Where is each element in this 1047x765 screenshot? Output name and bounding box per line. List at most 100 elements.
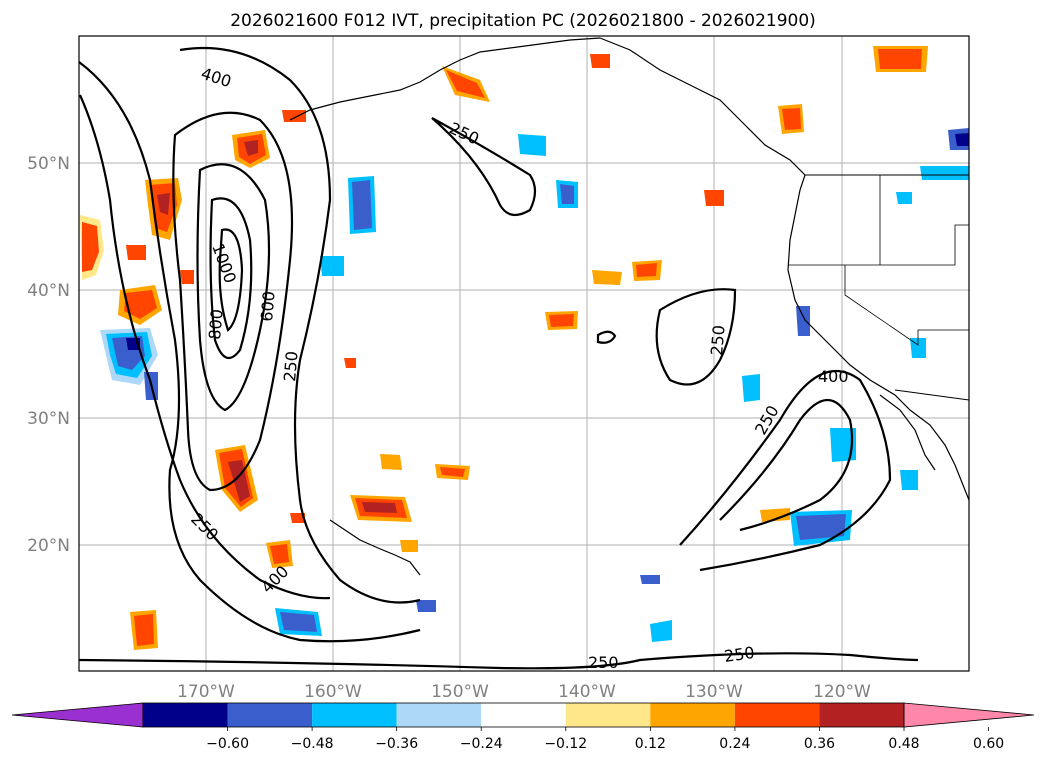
colorbar: −0.60 −0.48 −0.36 −0.24 −0.12 0.12 0.24 0.36 0.4… xyxy=(11,702,1035,752)
colorbar-cells xyxy=(11,702,1035,728)
ivt-contour-800 xyxy=(209,197,253,360)
precip-area xyxy=(742,374,760,402)
colorbar-outline xyxy=(142,702,905,728)
coastlines xyxy=(289,37,970,576)
ivt-contour-600 xyxy=(196,163,271,412)
lon-label: 130°W xyxy=(685,682,743,702)
ivt-contours xyxy=(78,46,919,670)
lon-label: 160°W xyxy=(304,682,362,702)
contour-label: 250 xyxy=(707,324,729,356)
precip-area xyxy=(830,428,856,462)
precip-area xyxy=(270,544,289,564)
contour-label: 400 xyxy=(818,367,849,386)
colorbar-extend-low xyxy=(11,702,144,728)
hawaii-islands xyxy=(329,519,421,576)
lat-label: 20°N xyxy=(27,536,70,556)
precip-area xyxy=(228,460,250,502)
precip-area xyxy=(878,49,922,69)
state-border xyxy=(788,224,969,266)
lon-label: 140°W xyxy=(558,682,616,702)
latitude-labels: 50°N 40°N 30°N 20°N xyxy=(27,154,70,556)
precip-area xyxy=(400,540,418,552)
lat-label: 40°N xyxy=(27,281,70,301)
longitude-labels: 170°W 160°W 150°W 140°W 130°W 120°W xyxy=(177,682,871,702)
colorbar-cell xyxy=(396,703,482,727)
colorbar-cell xyxy=(565,703,651,727)
colorbar-cell xyxy=(819,703,904,727)
ivt-contour-250-west xyxy=(78,61,421,643)
contour-label: 800 xyxy=(205,308,227,340)
precip-area xyxy=(134,614,154,646)
precip-area xyxy=(157,193,170,215)
ivt-contour-250-south xyxy=(78,652,919,670)
precip-area xyxy=(704,190,724,206)
baja-california xyxy=(879,394,936,471)
graticule xyxy=(79,36,969,671)
colorbar-ticks: −0.60 −0.48 −0.36 −0.24 −0.12 0.12 0.24 0.36 0.4… xyxy=(206,727,1004,752)
precip-area xyxy=(636,263,657,277)
precip-area xyxy=(920,166,969,180)
precip-area xyxy=(590,54,610,68)
precip-area xyxy=(280,612,317,632)
colorbar-tick-label: 0.24 xyxy=(719,736,750,752)
precip-area xyxy=(796,306,810,336)
lon-label: 170°W xyxy=(177,682,235,702)
precip-area xyxy=(650,620,672,642)
precip-area xyxy=(592,270,622,285)
lat-label: 50°N xyxy=(27,154,70,174)
ivt-contour-400-coastal xyxy=(719,399,854,532)
ivt-contour-1000 xyxy=(218,228,244,332)
contour-label: 250 xyxy=(280,350,302,382)
precip-area xyxy=(782,108,801,130)
precip-area xyxy=(896,192,912,204)
contour-label: 250 xyxy=(723,643,756,666)
precip-area xyxy=(518,134,546,156)
ivt-contour-400-inner xyxy=(172,111,294,492)
lon-label: 150°W xyxy=(431,682,489,702)
colorbar-tick-label: −0.48 xyxy=(291,736,334,752)
colorbar-tick-label: 0.48 xyxy=(888,736,919,752)
precip-area xyxy=(796,514,846,540)
precip-area xyxy=(126,245,146,260)
ivt-contour-250-east xyxy=(655,288,737,386)
contour-label: 600 xyxy=(257,290,279,322)
precip-area xyxy=(362,502,397,513)
colorbar-tick-label: −0.24 xyxy=(460,736,503,752)
colorbar-cell xyxy=(481,703,566,727)
contour-label: 250 xyxy=(588,653,619,672)
colorbar-cell xyxy=(143,703,228,727)
precip-area xyxy=(290,513,305,523)
ivt-contour-250-coastal xyxy=(679,369,892,572)
precip-area xyxy=(549,314,574,327)
colorbar-tick-label: −0.60 xyxy=(206,736,249,752)
colorbar-tick-label: 0.36 xyxy=(804,736,835,752)
precip-area xyxy=(910,338,926,358)
colorbar-tick-label: −0.12 xyxy=(544,736,587,752)
precip-area xyxy=(760,508,790,522)
figure-title: 2026021600 F012 IVT, precipitation PC (2… xyxy=(230,11,816,31)
colorbar-tick-label: 0.60 xyxy=(973,736,1004,752)
precip-area xyxy=(180,270,194,284)
precip-area xyxy=(380,454,402,470)
colorbar-extend-high xyxy=(903,702,1035,728)
colorbar-cell xyxy=(650,703,735,727)
colorbar-tick-label: −0.36 xyxy=(375,736,418,752)
precip-area xyxy=(416,600,436,612)
precip-area xyxy=(640,575,660,584)
colorbar-cell xyxy=(227,703,313,727)
na-west-coast xyxy=(599,37,970,501)
precip-area xyxy=(344,358,356,368)
lat-label: 30°N xyxy=(27,409,70,429)
map-frame xyxy=(78,35,970,672)
precip-area xyxy=(900,470,918,490)
map-background xyxy=(79,36,969,671)
precip-area xyxy=(446,70,485,98)
aleutian-coast xyxy=(289,37,601,121)
colorbar-cell xyxy=(312,703,397,727)
precip-area xyxy=(560,184,574,204)
precip-negative-areas xyxy=(100,128,969,642)
precip-area xyxy=(282,110,306,122)
precip-positive-areas xyxy=(80,46,928,650)
precip-area xyxy=(955,133,969,146)
